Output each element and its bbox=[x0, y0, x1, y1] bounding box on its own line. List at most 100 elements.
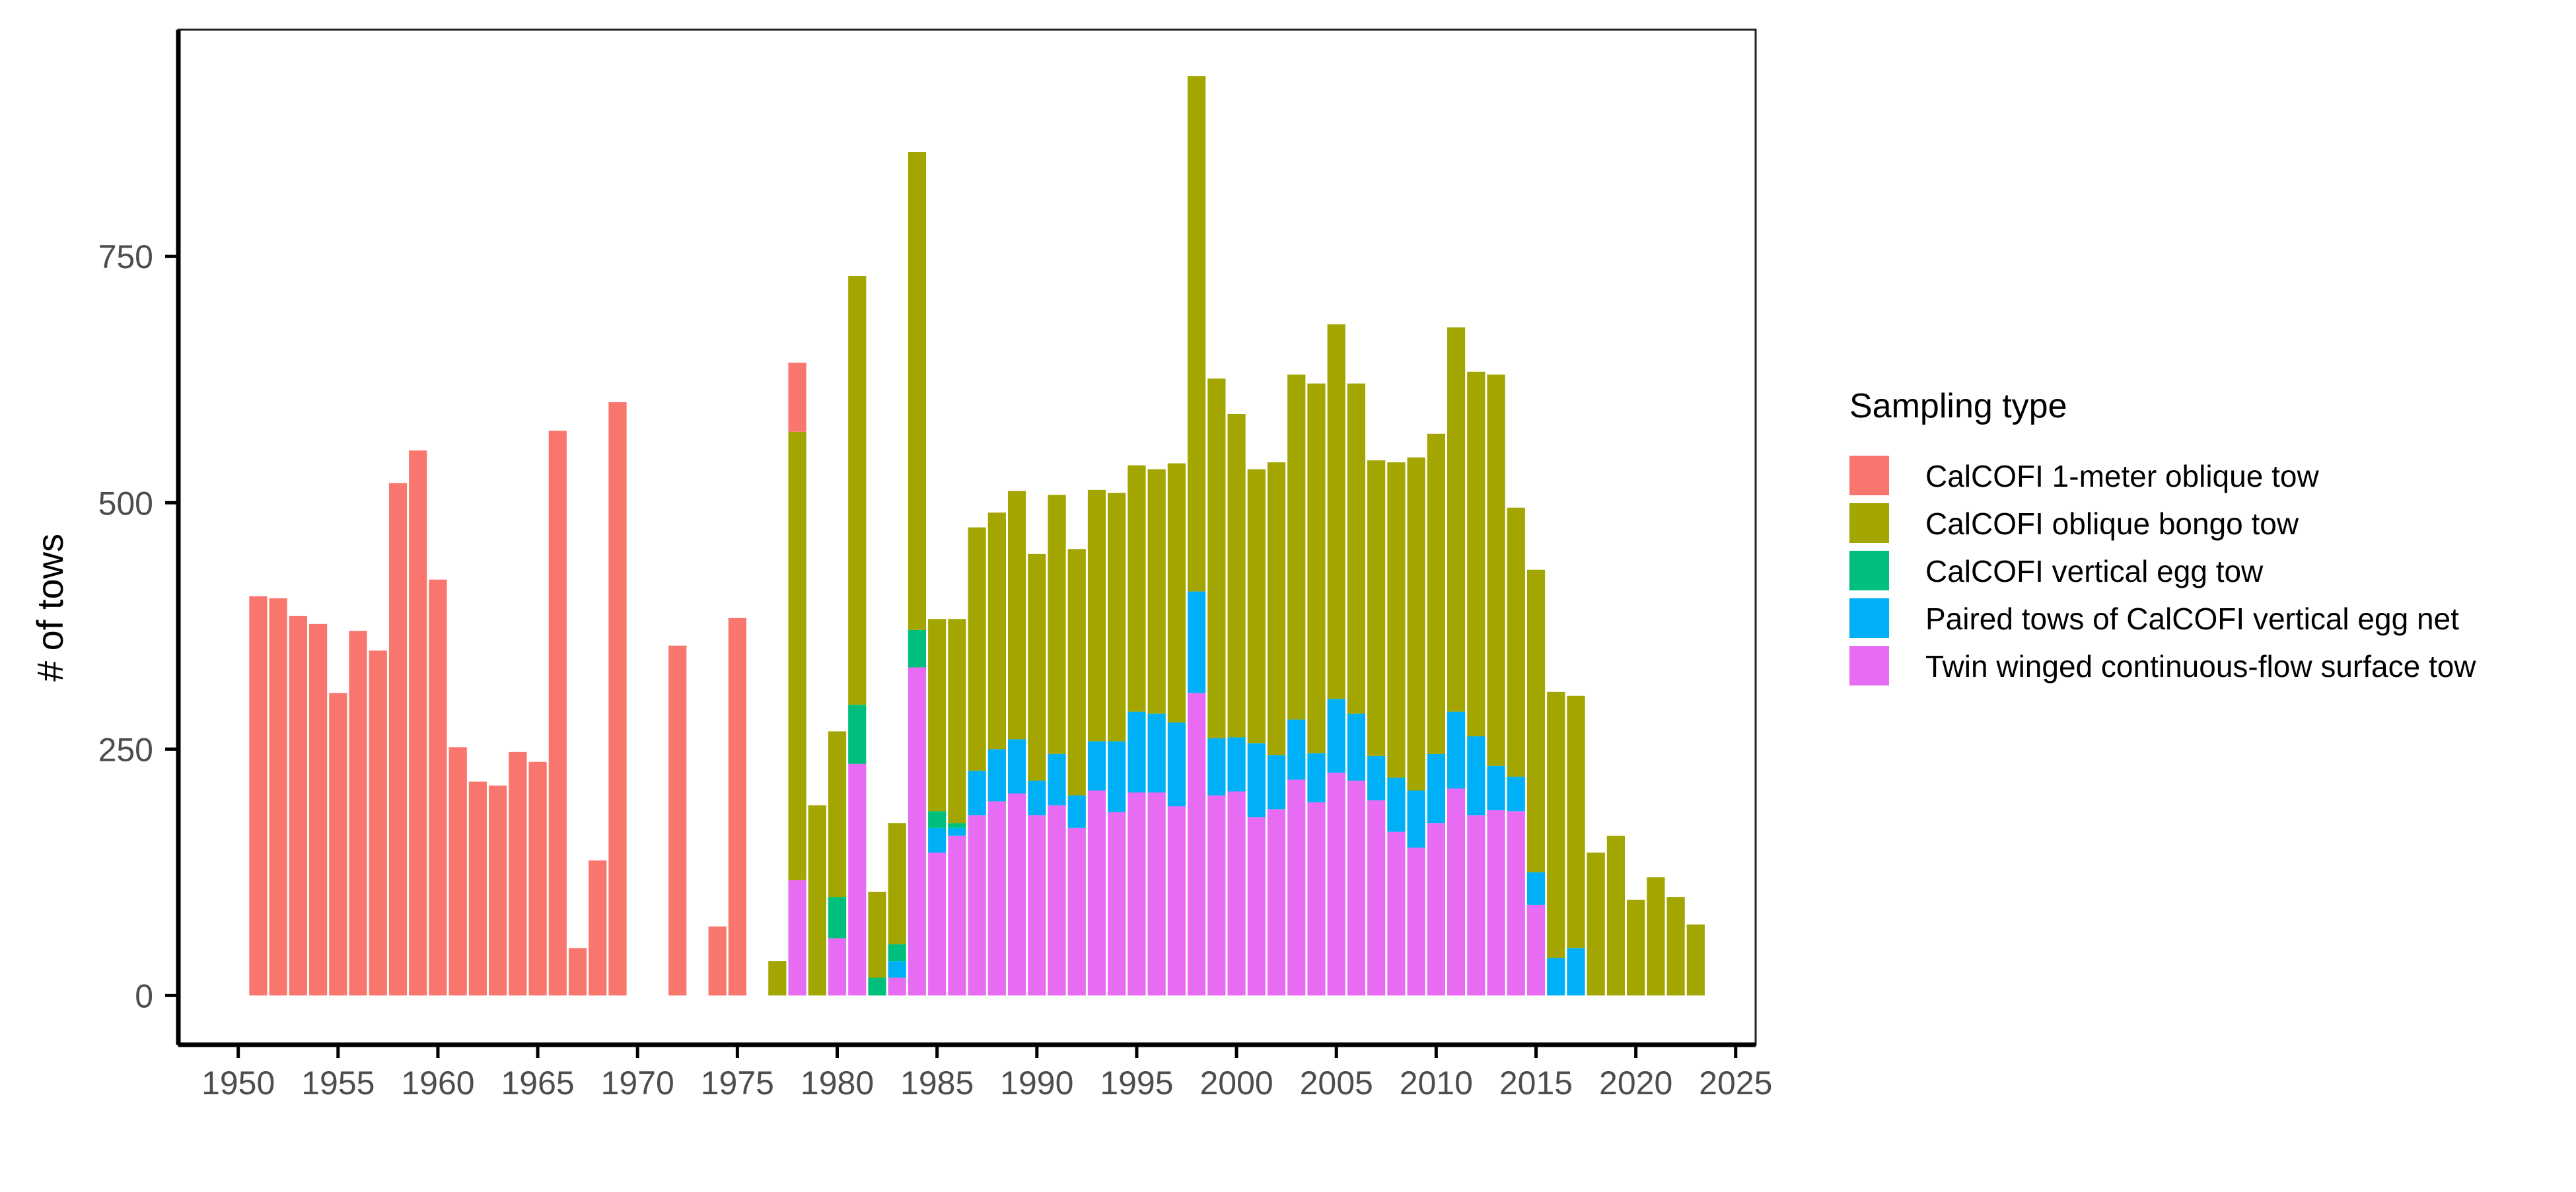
bar-2005-calcofi-oblique-bongo-tow bbox=[1327, 324, 1345, 699]
bar-2003-calcofi-oblique-bongo-tow bbox=[1287, 374, 1306, 720]
bar-1956-calcofi-1-meter-oblique-tow bbox=[349, 631, 367, 996]
x-tick-label-1990: 1990 bbox=[1000, 1065, 1073, 1102]
bar-2019-calcofi-oblique-bongo-tow bbox=[1606, 835, 1626, 996]
bar-1957-calcofi-1-meter-oblique-tow bbox=[369, 650, 387, 996]
bar-2000-twin-winged-continuous-flow-surface-tow bbox=[1227, 791, 1246, 996]
bar-2004-paired-tows-of-calcofi-vertical-egg-net bbox=[1307, 753, 1326, 802]
bar-1983-calcofi-vertical-egg-tow bbox=[888, 944, 906, 962]
bar-2015-paired-tows-of-calcofi-vertical-egg-net bbox=[1526, 872, 1546, 905]
bar-1978-calcofi-1-meter-oblique-tow bbox=[788, 363, 806, 432]
bar-2006-paired-tows-of-calcofi-vertical-egg-net bbox=[1347, 713, 1366, 781]
bar-2002-twin-winged-continuous-flow-surface-tow bbox=[1267, 809, 1286, 996]
bar-1987-calcofi-oblique-bongo-tow bbox=[968, 527, 986, 771]
legend: Sampling type CalCOFI 1-meter oblique to… bbox=[1849, 387, 2476, 685]
bar-2002-paired-tows-of-calcofi-vertical-egg-net bbox=[1267, 755, 1286, 810]
bar-1959-calcofi-1-meter-oblique-tow bbox=[409, 450, 427, 996]
bar-1982-calcofi-oblique-bongo-tow bbox=[868, 892, 886, 978]
y-axis-title: # of tows bbox=[29, 534, 71, 682]
bar-2009-twin-winged-continuous-flow-surface-tow bbox=[1407, 847, 1425, 996]
bar-2000-calcofi-oblique-bongo-tow bbox=[1227, 413, 1246, 738]
bar-1993-calcofi-oblique-bongo-tow bbox=[1087, 489, 1106, 742]
bar-2013-calcofi-oblique-bongo-tow bbox=[1487, 374, 1505, 766]
legend-swatch-calcofi-1-meter-oblique-tow bbox=[1849, 456, 1889, 495]
bar-2005-paired-tows-of-calcofi-vertical-egg-net bbox=[1327, 699, 1345, 773]
legend-label-calcofi-1-meter-oblique-tow: CalCOFI 1-meter oblique tow bbox=[1925, 459, 2319, 493]
bar-1999-calcofi-oblique-bongo-tow bbox=[1207, 378, 1226, 738]
bar-1960-calcofi-1-meter-oblique-tow bbox=[429, 579, 447, 996]
x-tick-label-1965: 1965 bbox=[501, 1065, 574, 1102]
bar-1986-calcofi-vertical-egg-tow bbox=[948, 823, 966, 828]
bar-2018-calcofi-oblique-bongo-tow bbox=[1587, 853, 1605, 996]
bar-2010-twin-winged-continuous-flow-surface-tow bbox=[1427, 823, 1445, 996]
bar-2022-calcofi-oblique-bongo-tow bbox=[1666, 897, 1685, 996]
bar-2016-calcofi-oblique-bongo-tow bbox=[1547, 691, 1565, 958]
bar-2001-calcofi-oblique-bongo-tow bbox=[1247, 469, 1266, 744]
bar-2003-twin-winged-continuous-flow-surface-tow bbox=[1287, 779, 1306, 996]
bar-2014-twin-winged-continuous-flow-surface-tow bbox=[1507, 811, 1525, 996]
bar-1977-calcofi-oblique-bongo-tow bbox=[768, 961, 787, 996]
bar-1980-calcofi-vertical-egg-tow bbox=[828, 897, 847, 938]
bar-1951-calcofi-1-meter-oblique-tow bbox=[249, 596, 268, 996]
bar-2006-calcofi-oblique-bongo-tow bbox=[1347, 383, 1366, 714]
bar-2007-paired-tows-of-calcofi-vertical-egg-net bbox=[1367, 755, 1386, 800]
bar-2015-calcofi-oblique-bongo-tow bbox=[1526, 569, 1546, 872]
x-tick-label-1970: 1970 bbox=[601, 1065, 674, 1102]
bar-1968-calcofi-1-meter-oblique-tow bbox=[589, 860, 607, 996]
bar-1980-calcofi-oblique-bongo-tow bbox=[828, 731, 847, 897]
bar-2014-paired-tows-of-calcofi-vertical-egg-net bbox=[1507, 777, 1525, 812]
bar-1984-twin-winged-continuous-flow-surface-tow bbox=[908, 667, 927, 996]
bar-1992-paired-tows-of-calcofi-vertical-egg-net bbox=[1067, 795, 1086, 828]
x-tick-label-1975: 1975 bbox=[701, 1065, 774, 1102]
bar-1978-twin-winged-continuous-flow-surface-tow bbox=[788, 880, 806, 996]
bar-1990-twin-winged-continuous-flow-surface-tow bbox=[1028, 815, 1046, 996]
bar-1983-twin-winged-continuous-flow-surface-tow bbox=[888, 977, 906, 996]
bar-1993-paired-tows-of-calcofi-vertical-egg-net bbox=[1087, 741, 1106, 790]
bar-1985-paired-tows-of-calcofi-vertical-egg-net bbox=[928, 827, 947, 853]
legend-swatch-paired-tows-of-calcofi-vertical-egg-net bbox=[1849, 598, 1889, 638]
bar-2004-twin-winged-continuous-flow-surface-tow bbox=[1307, 802, 1326, 996]
bar-2017-paired-tows-of-calcofi-vertical-egg-net bbox=[1567, 948, 1585, 996]
bar-2000-paired-tows-of-calcofi-vertical-egg-net bbox=[1227, 737, 1246, 792]
bar-2001-twin-winged-continuous-flow-surface-tow bbox=[1247, 817, 1266, 996]
bar-2008-paired-tows-of-calcofi-vertical-egg-net bbox=[1387, 777, 1406, 832]
x-tick-label-2020: 2020 bbox=[1599, 1065, 1672, 1102]
bar-1991-twin-winged-continuous-flow-surface-tow bbox=[1048, 805, 1066, 996]
bar-1995-twin-winged-continuous-flow-surface-tow bbox=[1127, 792, 1146, 996]
bar-1974-calcofi-1-meter-oblique-tow bbox=[708, 926, 727, 996]
legend-label-twin-winged-continuous-flow-surface-tow: Twin winged continuous-flow surface tow bbox=[1925, 649, 2476, 684]
bar-2007-twin-winged-continuous-flow-surface-tow bbox=[1367, 800, 1386, 996]
x-tick-label-1950: 1950 bbox=[201, 1065, 275, 1102]
bar-1978-calcofi-oblique-bongo-tow bbox=[788, 431, 806, 880]
bar-1984-calcofi-vertical-egg-tow bbox=[908, 629, 927, 668]
x-tick-label-1995: 1995 bbox=[1100, 1065, 1173, 1102]
x-tick-label-2015: 2015 bbox=[1499, 1065, 1573, 1102]
bar-1981-calcofi-vertical-egg-tow bbox=[848, 705, 867, 764]
bar-1954-calcofi-1-meter-oblique-tow bbox=[308, 623, 328, 996]
bar-1955-calcofi-1-meter-oblique-tow bbox=[329, 693, 347, 996]
bar-2010-calcofi-oblique-bongo-tow bbox=[1427, 433, 1445, 754]
y-tick-label-500: 500 bbox=[98, 485, 153, 522]
bar-2011-calcofi-oblique-bongo-tow bbox=[1447, 327, 1466, 712]
legend-label-paired-tows-of-calcofi-vertical-egg-net: Paired tows of CalCOFI vertical egg net bbox=[1925, 602, 2459, 636]
bar-1985-calcofi-oblique-bongo-tow bbox=[928, 619, 947, 812]
bar-2021-calcofi-oblique-bongo-tow bbox=[1647, 877, 1665, 996]
bar-2012-twin-winged-continuous-flow-surface-tow bbox=[1467, 815, 1485, 996]
x-tick-label-2000: 2000 bbox=[1199, 1065, 1273, 1102]
bar-1997-paired-tows-of-calcofi-vertical-egg-net bbox=[1167, 722, 1186, 806]
bar-1997-calcofi-oblique-bongo-tow bbox=[1167, 463, 1186, 723]
x-axis-ticks: 1950 1955 1960 1965 1970 1975 1980 1985 1990 1995… bbox=[201, 1045, 1772, 1102]
bar-2016-paired-tows-of-calcofi-vertical-egg-net bbox=[1547, 958, 1565, 996]
bar-1989-twin-winged-continuous-flow-surface-tow bbox=[1007, 793, 1026, 996]
bar-2009-calcofi-oblique-bongo-tow bbox=[1407, 457, 1425, 790]
x-tick-label-1980: 1980 bbox=[801, 1065, 874, 1102]
bar-2005-twin-winged-continuous-flow-surface-tow bbox=[1327, 773, 1345, 996]
bar-1988-twin-winged-continuous-flow-surface-tow bbox=[987, 801, 1006, 996]
bar-2012-paired-tows-of-calcofi-vertical-egg-net bbox=[1467, 736, 1485, 816]
bar-1983-paired-tows-of-calcofi-vertical-egg-net bbox=[888, 961, 906, 978]
bar-1981-calcofi-oblique-bongo-tow bbox=[848, 276, 867, 705]
bar-1975-calcofi-1-meter-oblique-tow bbox=[728, 617, 746, 996]
x-tick-label-2010: 2010 bbox=[1400, 1065, 1473, 1102]
bar-1990-calcofi-oblique-bongo-tow bbox=[1028, 553, 1046, 781]
bar-1992-calcofi-oblique-bongo-tow bbox=[1067, 549, 1086, 796]
